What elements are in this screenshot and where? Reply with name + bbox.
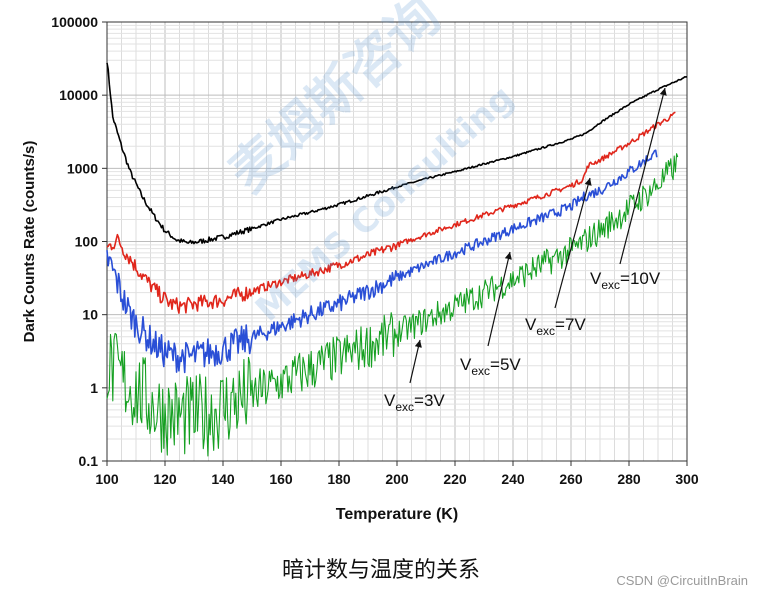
annotation-sub: exc: [601, 278, 620, 292]
y-tick-label: 1000: [67, 160, 98, 176]
y-tick-label: 10: [82, 307, 98, 323]
annotation-main: V: [525, 315, 537, 334]
annotation-arrow: [487, 251, 512, 347]
series-line-vexc-10v: [106, 62, 688, 245]
x-tick-label: 220: [443, 471, 467, 487]
series-line-vexc-5v: [106, 149, 658, 374]
csdn-credit: CSDN @CircuitInBrain: [616, 573, 748, 588]
x-axis-title: Temperature (K): [336, 506, 458, 523]
x-tick-label: 140: [211, 471, 235, 487]
x-tick-label: 280: [617, 471, 641, 487]
y-axis-title: Dark Counts Rate (counts/s): [21, 141, 38, 343]
y-tick-label: 100000: [51, 14, 98, 30]
annotation-sub: exc: [395, 400, 414, 414]
x-tick-label: 180: [327, 471, 351, 487]
annotation-arrow: [619, 87, 667, 265]
grid: [106, 22, 688, 462]
annotation-value: =7V: [555, 315, 586, 334]
x-tick-label: 100: [95, 471, 119, 487]
y-tick-label: 1: [90, 380, 98, 396]
annotation-sub: exc: [471, 364, 490, 378]
figure-caption: 暗计数与温度的关系: [281, 558, 480, 583]
annotation-main: V: [590, 269, 602, 288]
annotation-label: Vexc=7V: [525, 315, 586, 338]
annotation-label: Vexc=10V: [590, 269, 661, 292]
series-line-vexc-3v: [106, 153, 679, 457]
annotation-main: V: [384, 391, 396, 410]
series-layer: [106, 62, 688, 457]
annotation-arrow: [554, 177, 592, 309]
annotation-label: Vexc=3V: [384, 391, 445, 414]
x-tick-label: 260: [559, 471, 583, 487]
series-line-vexc-7v: [106, 111, 676, 314]
annotation-value: =5V: [490, 355, 521, 374]
x-tick-label: 300: [675, 471, 699, 487]
x-tick-label: 160: [269, 471, 293, 487]
x-tick-label: 200: [385, 471, 409, 487]
annotation-value: =10V: [620, 269, 661, 288]
x-tick-label: 120: [153, 471, 177, 487]
annotation-sub: exc: [536, 324, 555, 338]
tick-labels: 100 120 140 160 180 200 220 240 260 280 300 0.1 1 10 1…: [51, 14, 699, 487]
y-tick-label: 10000: [59, 87, 98, 103]
annotation-arrow: [409, 339, 422, 384]
annotation-value: =3V: [414, 391, 445, 410]
y-tick-label: 100: [75, 234, 99, 250]
y-tick-label: 0.1: [79, 453, 99, 469]
annotation-main: V: [460, 355, 472, 374]
x-tick-label: 240: [501, 471, 525, 487]
annotation-label: Vexc=5V: [460, 355, 521, 378]
